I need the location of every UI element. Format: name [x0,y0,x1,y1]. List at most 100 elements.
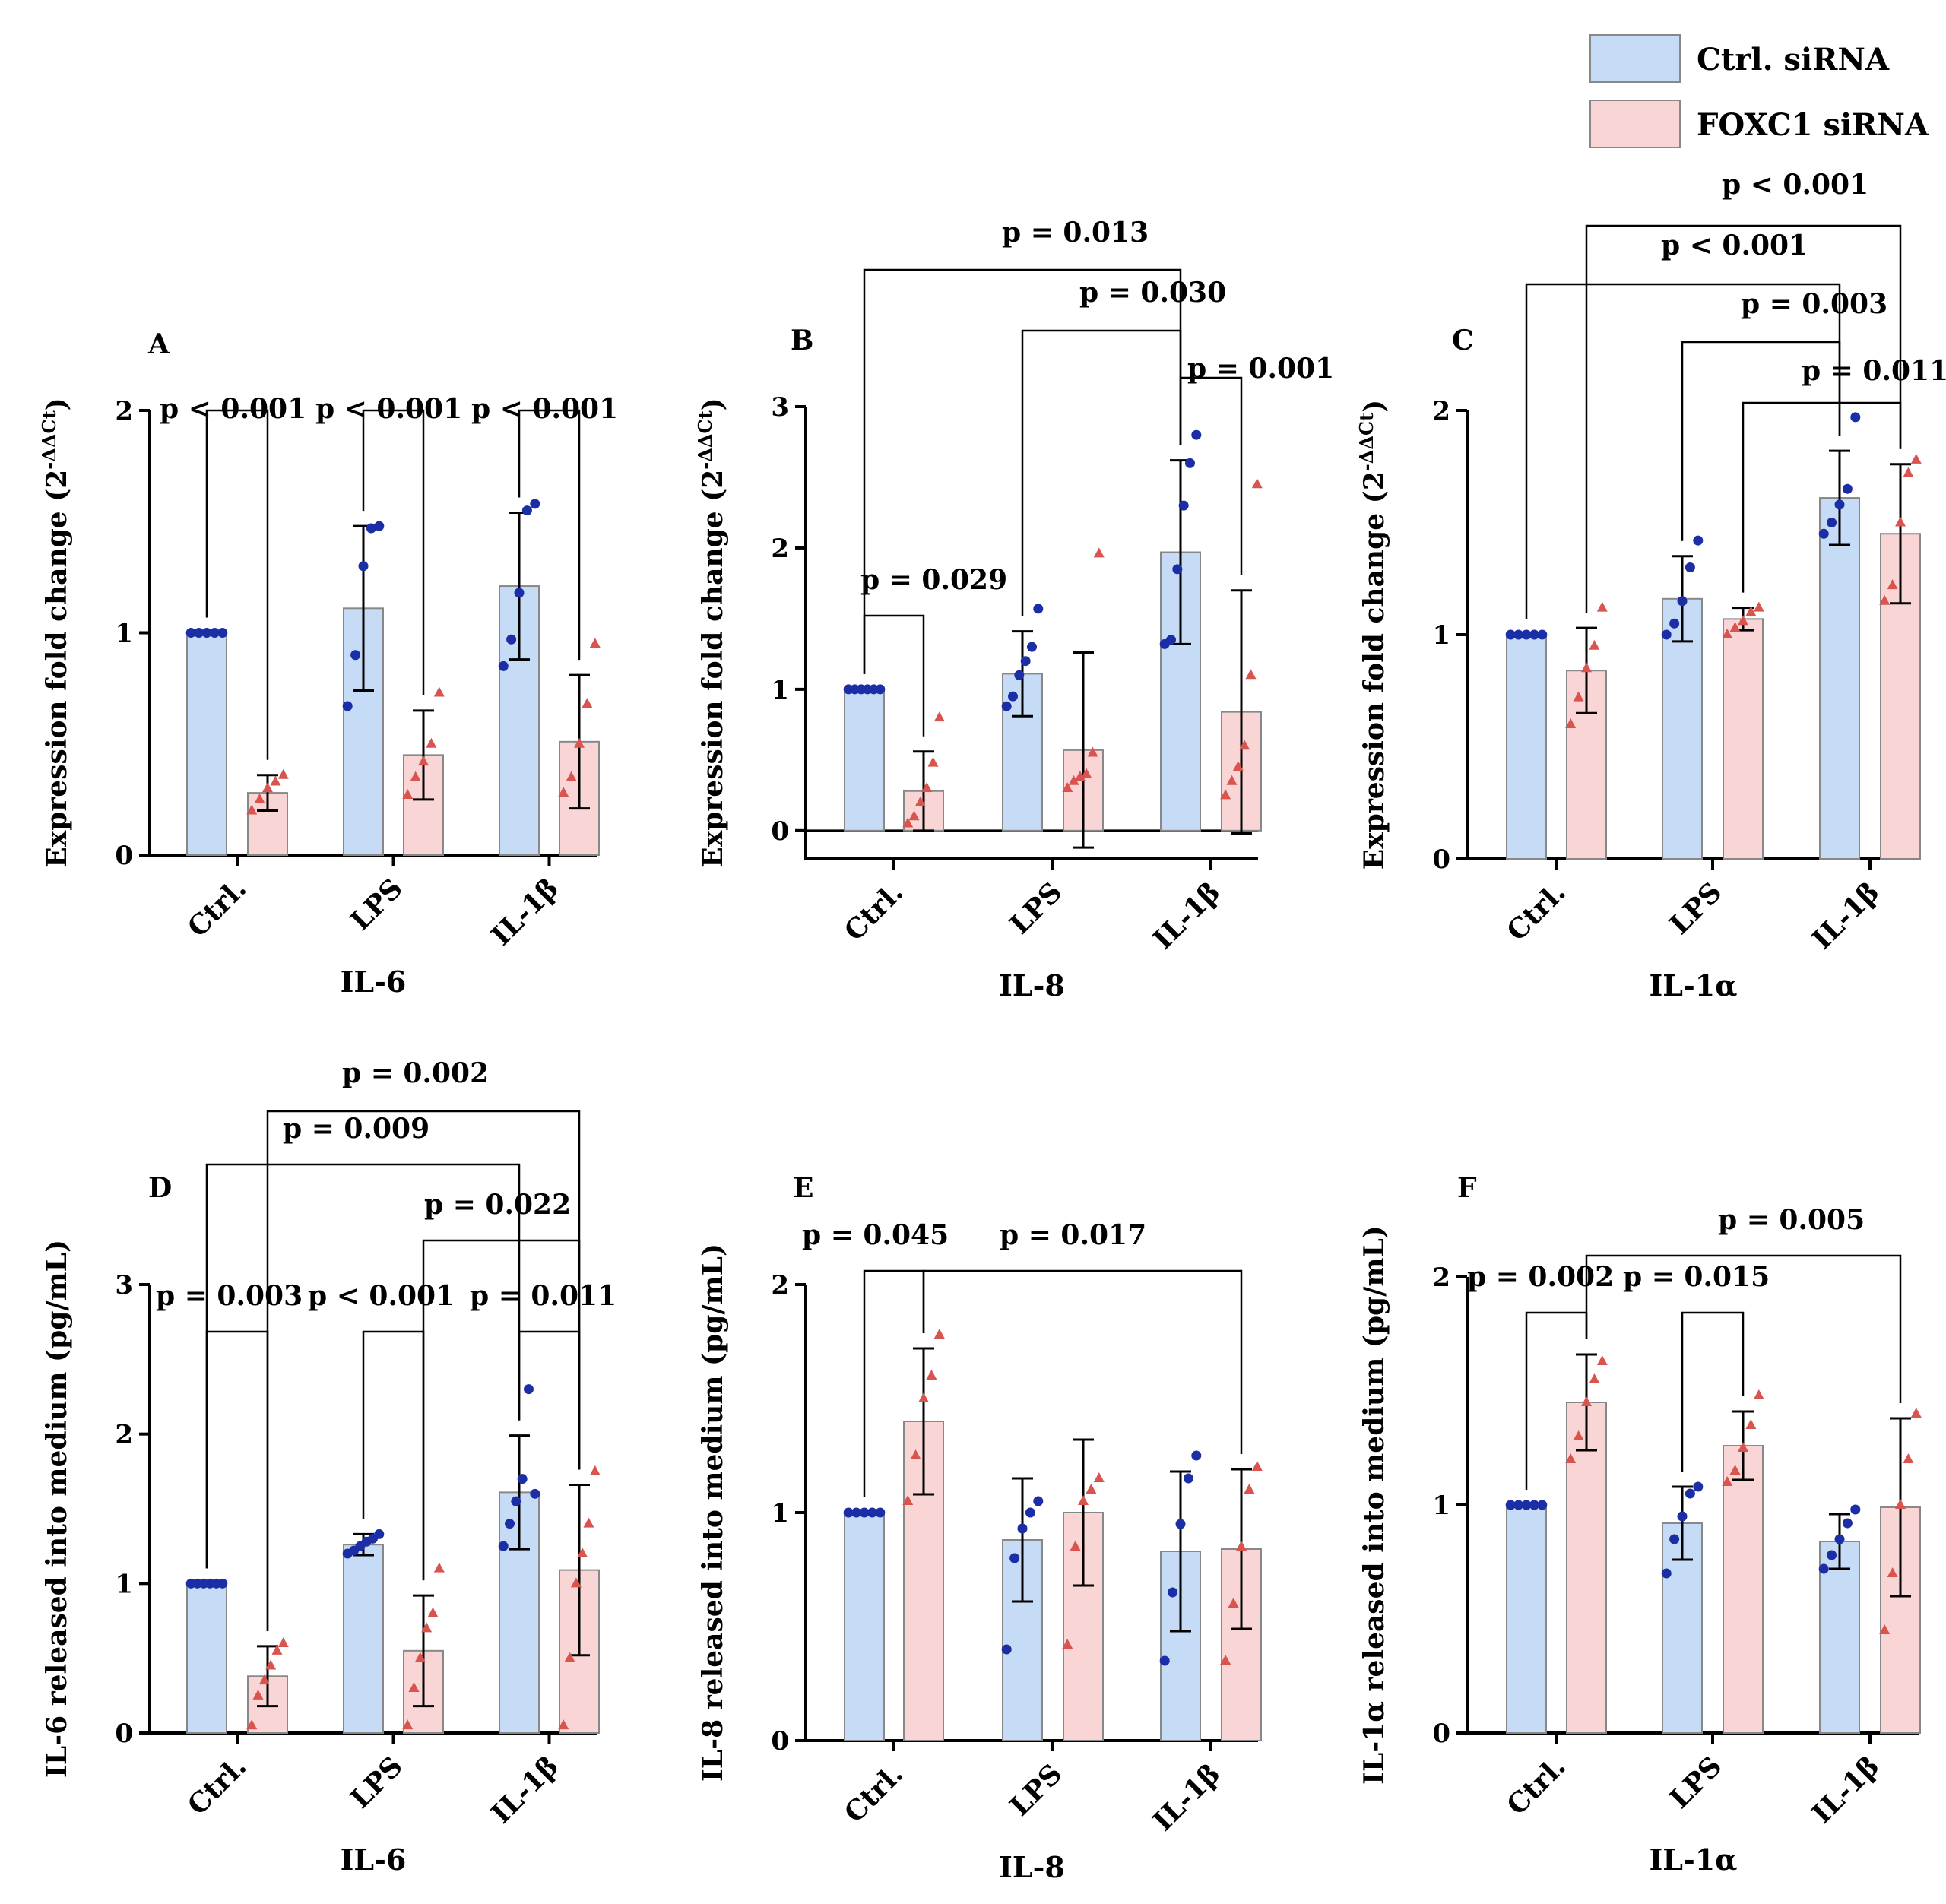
data-point [1677,596,1688,607]
bar [1566,1402,1607,1734]
bar [186,632,227,856]
data-point [1581,1396,1592,1406]
data-point [1244,1484,1255,1494]
data-point [1910,453,1922,464]
data-point [523,1384,534,1395]
panel-letter-a: A [147,328,170,360]
y-tick-label: 0 [115,1719,133,1749]
data-point [933,1329,945,1339]
p-value-label: p = 0.005 [1718,1204,1865,1236]
p-value-label: p = 0.029 [860,564,1007,596]
data-point [201,628,212,638]
data-point [1025,1507,1035,1518]
data-point [564,1652,575,1662]
panel-d: D 0 1 2 3 IL-6 released into medium (pg/mL) IL… [41,1057,616,1877]
significance-bracket [922,1269,1243,1454]
y-axis-label-main: Expression fold change (2 [41,470,73,868]
data-point [1693,1481,1704,1492]
y-tick-label: 2 [115,396,133,426]
data-point [1220,789,1231,800]
y-tick-label: 0 [1432,1719,1450,1749]
y-tick-label: 1 [1432,1491,1450,1521]
data-point [1677,1511,1688,1522]
data-point [433,686,445,697]
data-point [1020,656,1031,667]
significance-bracket [362,409,425,695]
data-point [859,1507,870,1518]
x-tick-label: IL-1β [1147,1758,1227,1838]
data-point [1226,775,1238,785]
data-point [1081,768,1092,778]
data-point [1753,601,1764,612]
x-axis-label: IL-8 [999,1850,1065,1884]
data-point [589,638,601,648]
data-point [1001,1644,1012,1655]
data-point [277,1637,289,1647]
data-point [506,634,517,645]
p-value-label: p = 0.011 [1802,355,1946,387]
data-point [1033,1496,1044,1506]
data-point [1068,775,1079,785]
data-point [374,1529,385,1539]
p-value-label: p < 0.001 [1722,169,1868,201]
data-point [246,1719,258,1730]
x-axis-label: IL-1α [1650,968,1738,1003]
p-value-label: p = 0.002 [342,1057,489,1089]
p-value-label: p = 0.045 [802,1219,949,1251]
y-tick-label: 1 [771,1498,789,1529]
y-tick-label: 1 [115,1569,133,1599]
data-point [185,628,196,638]
data-point [1722,629,1733,638]
x-axis-label: IL-1α [1650,1842,1738,1877]
data-point [589,1465,601,1475]
x-tick-label: Ctrl. [182,873,253,944]
x-tick-label: Ctrl. [1501,876,1572,948]
data-point [1745,606,1757,616]
data-point [421,1622,433,1633]
data-point [246,804,258,815]
y-tick-label: 2 [771,534,789,564]
data-point [1070,1541,1081,1551]
y-axis-label-end: ) [41,398,73,410]
p-value-label: p = 0.017 [1000,1219,1146,1251]
data-point [1834,1534,1845,1544]
data-point [1166,635,1177,645]
panel-letter-e: E [793,1172,813,1204]
data-point [530,499,540,509]
data-point [410,771,421,781]
bar [844,1512,885,1741]
data-point [867,1507,877,1518]
significance-bracket [205,409,269,760]
data-point [582,698,593,708]
data-point [209,628,220,638]
p-value-label: p = 0.011 [470,1280,616,1312]
p-value-label: p < 0.001 [471,393,618,425]
data-point [1685,562,1695,572]
data-point [521,505,532,516]
data-point [1879,594,1891,605]
x-tick-label: Ctrl. [1501,1750,1572,1822]
data-point [1895,1499,1906,1509]
bar [1506,634,1547,860]
y-axis-label: Expression fold change (2-ΔΔCt) [1355,400,1390,870]
bar [844,688,885,832]
x-axis-label: IL-6 [341,965,407,999]
data-point [1093,547,1105,558]
data-point [1596,601,1608,612]
data-point [262,782,273,793]
data-point [414,1652,426,1662]
data-point [1251,478,1263,489]
data-point [577,1548,588,1557]
data-point [1191,1450,1202,1461]
panel-c: C 0 1 2 Expression fold change (2-ΔΔCt) IL-1α… [1355,169,1946,1003]
data-point [350,650,361,661]
data-point [926,1370,937,1380]
significance-bracket [518,1330,581,1470]
data-point [1087,746,1098,757]
data-point [254,793,265,803]
significance-bracket [1585,224,1902,613]
significance-bracket [1525,283,1841,619]
data-point [1513,629,1524,640]
data-point [1228,1598,1239,1608]
data-point [1589,639,1600,650]
